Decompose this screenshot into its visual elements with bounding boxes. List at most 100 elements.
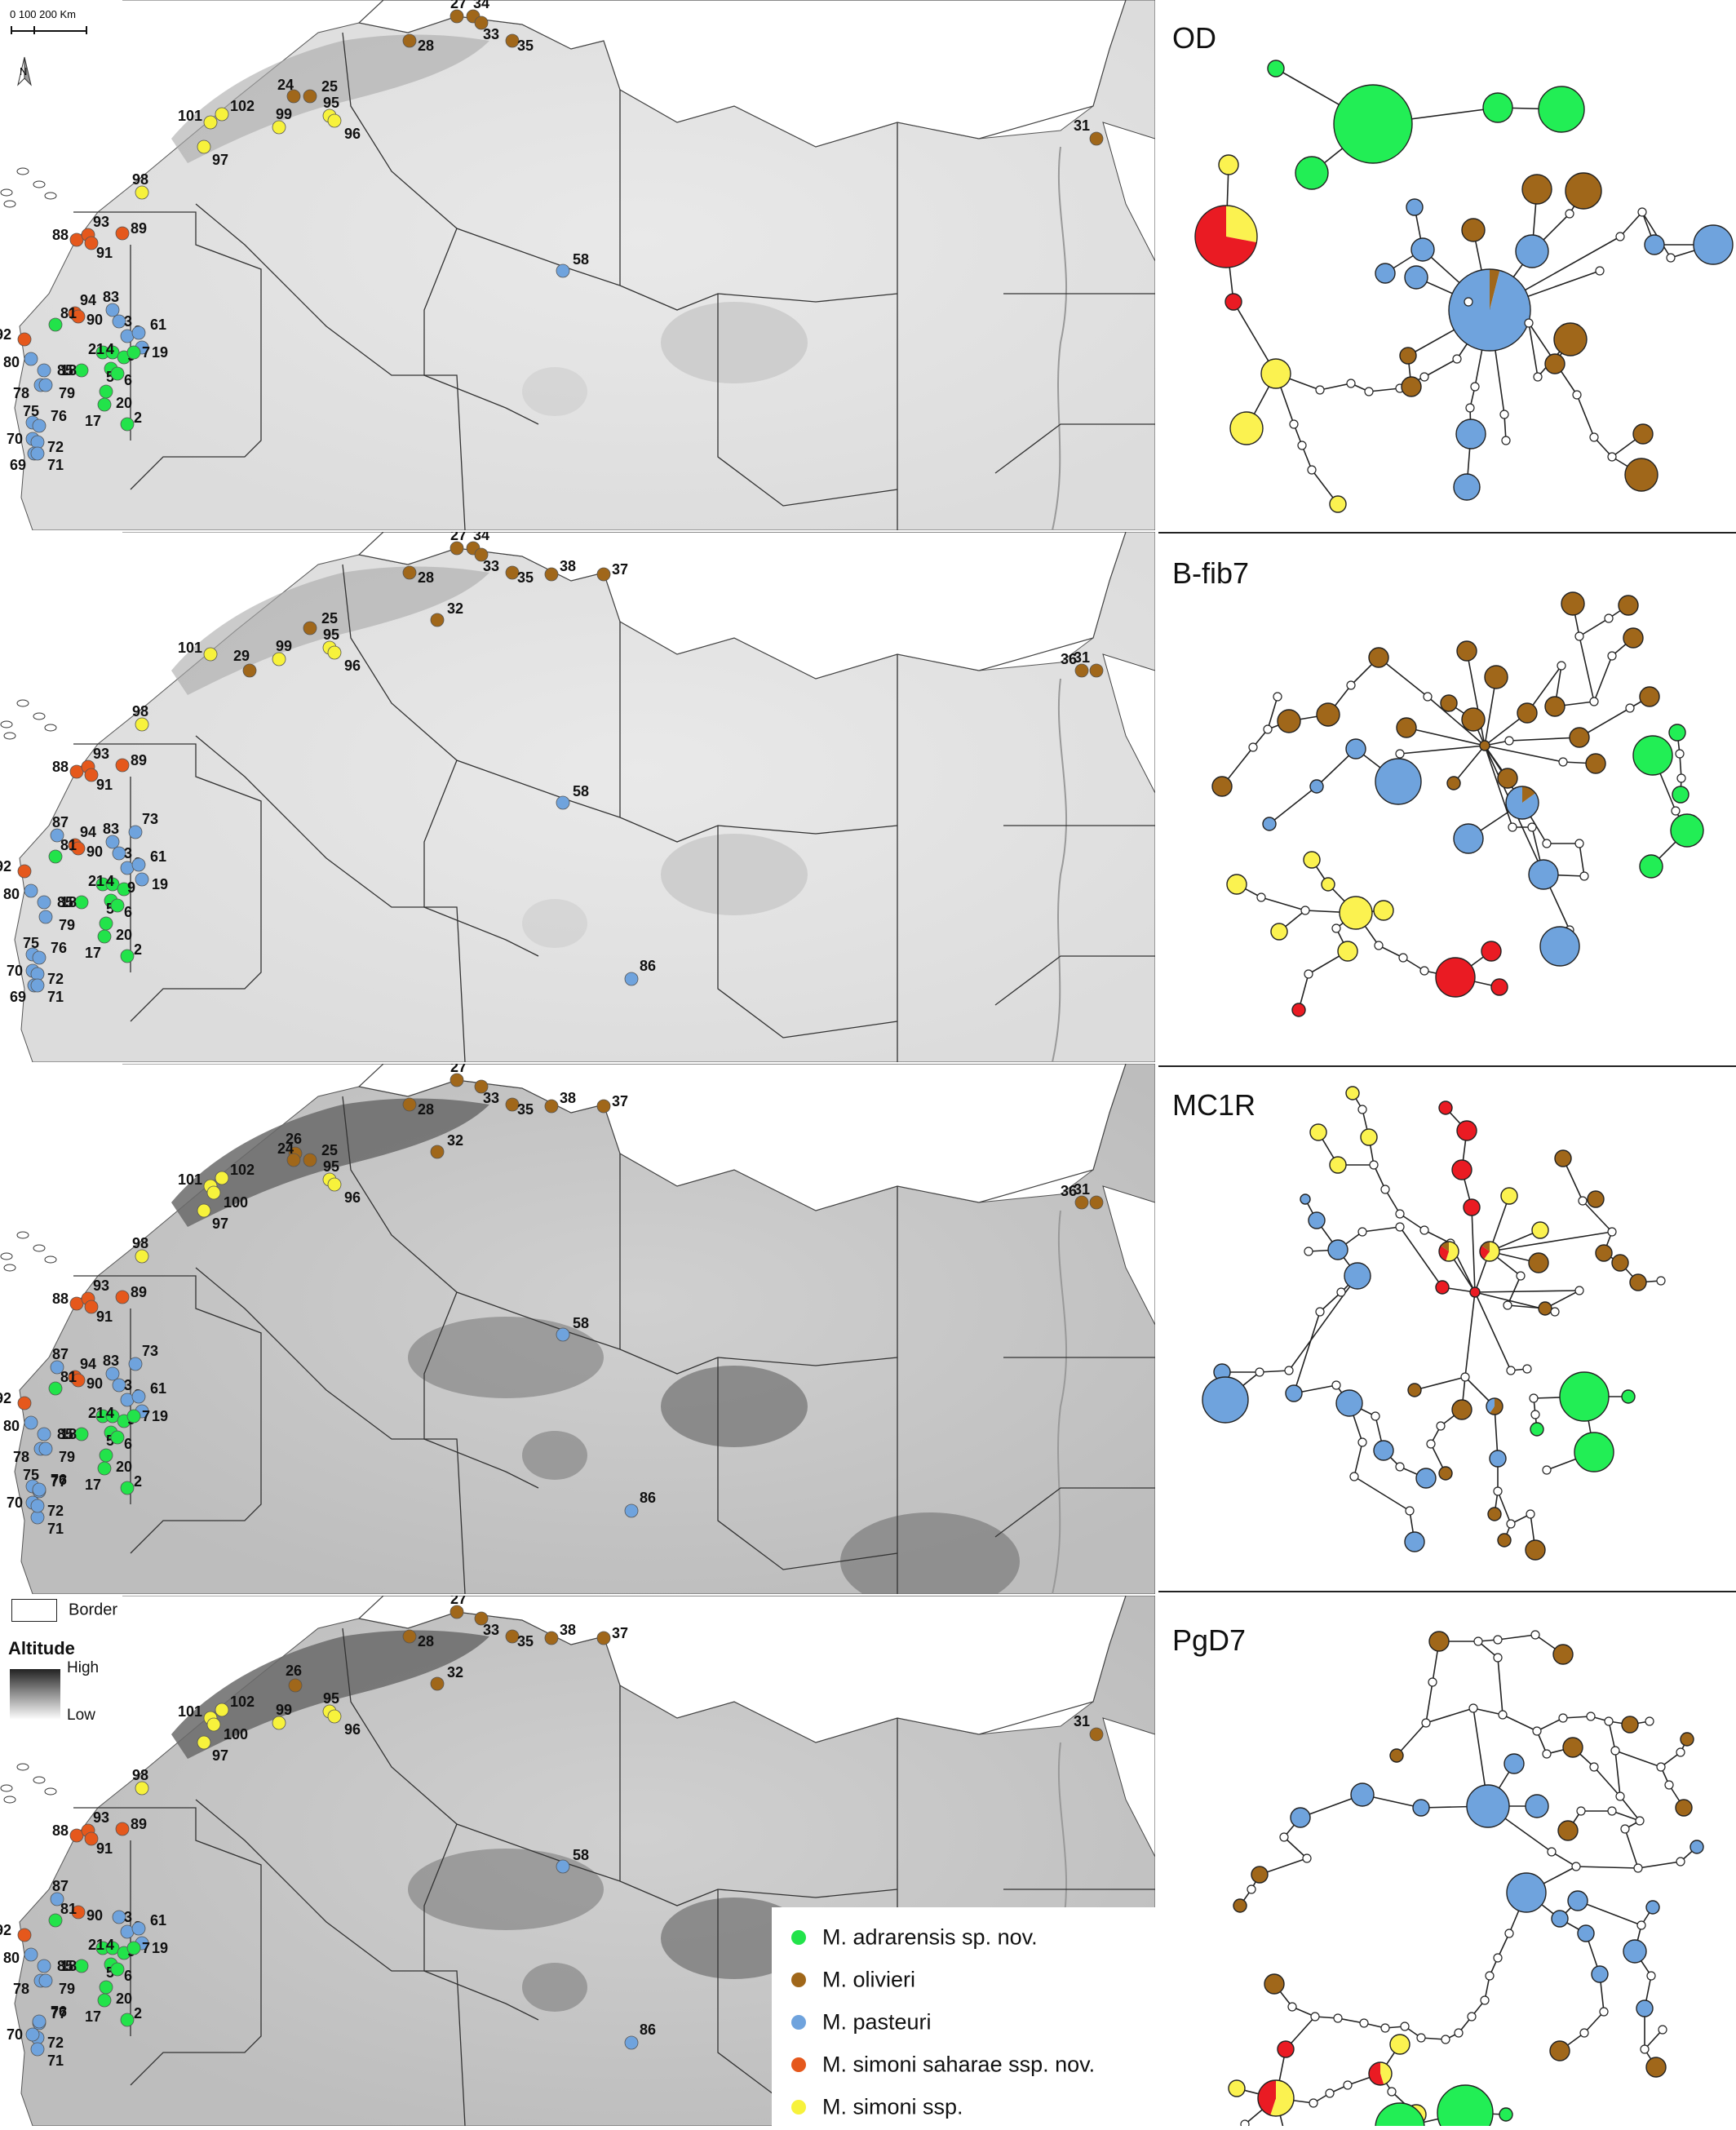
- site-label: 61: [150, 848, 166, 865]
- network-edge: [1551, 1851, 1577, 1867]
- site-label: 83: [103, 289, 119, 305]
- haplotype-node: [1632, 735, 1673, 776]
- site-label: 89: [131, 1284, 147, 1300]
- haplotype-node: [1316, 702, 1340, 727]
- site-marker-saharae: [71, 1905, 86, 1920]
- haplotype-node: [1251, 1866, 1269, 1884]
- median-vector: [1426, 1439, 1436, 1449]
- median-vector: [1473, 1636, 1483, 1646]
- median-vector: [1428, 1677, 1437, 1687]
- network-edge: [1399, 1226, 1443, 1288]
- site-marker-simoni: [206, 1185, 221, 1200]
- median-vector: [1558, 1713, 1568, 1723]
- gene-label-od: OD: [1172, 21, 1216, 55]
- map-panel-bfib7: 27 34 28 33 35 38 37 32 25 29 36 31 101 99 95 96 98 88 93 9…: [0, 527, 1156, 1063]
- site-label: 79: [59, 1981, 75, 1997]
- site-label: 98: [132, 703, 148, 720]
- median-vector: [1676, 1747, 1685, 1757]
- site-label: 95: [323, 95, 339, 111]
- site-label: 4: [106, 1937, 114, 1953]
- site-label: 17: [85, 945, 101, 961]
- median-vector: [1586, 1712, 1596, 1721]
- site-label: 33: [483, 558, 499, 574]
- site-label: 38: [560, 1090, 576, 1106]
- network-edge: [1575, 1866, 1639, 1869]
- median-vector: [1604, 613, 1614, 623]
- haplotype-node: [1277, 2040, 1295, 2058]
- altitude-low-label: Low: [67, 1707, 95, 1724]
- haplotype-node: [1538, 1301, 1552, 1316]
- median-vector: [1676, 1857, 1685, 1867]
- site-label: 88: [52, 1291, 69, 1307]
- site-label: 87: [52, 1878, 69, 1894]
- median-vector: [1656, 1276, 1666, 1286]
- site-marker-olivieri: [474, 1079, 489, 1094]
- site-label: 97: [212, 1747, 228, 1764]
- median-vector: [1599, 2007, 1609, 2017]
- site-marker-saharae: [84, 768, 99, 782]
- site-label: 38: [560, 1622, 576, 1638]
- island: [0, 188, 13, 197]
- median-vector: [1645, 1716, 1654, 1726]
- site-label: 99: [276, 638, 292, 654]
- network-edge: [1378, 657, 1428, 697]
- site-marker-pasteuri: [556, 263, 570, 278]
- site-label: 73: [142, 811, 158, 827]
- network-edge: [1269, 786, 1318, 825]
- median-vector: [1493, 1953, 1503, 1963]
- site-marker-pasteuri: [30, 2042, 45, 2057]
- haplotype-node: [1672, 786, 1690, 804]
- haplotype-node: [1291, 1003, 1306, 1017]
- site-label: 72: [47, 971, 64, 987]
- site-marker-simoni: [197, 1735, 211, 1750]
- country-border: [994, 1487, 1155, 1538]
- median-vector: [1664, 1780, 1674, 1790]
- site-label: 90: [86, 844, 103, 860]
- site-marker-simoni: [206, 1717, 221, 1732]
- site-label: 96: [344, 1189, 361, 1206]
- haplotype-node: [1463, 1198, 1481, 1216]
- site-label: 34: [473, 0, 489, 11]
- median-vector: [1369, 1160, 1379, 1170]
- haplotype-node: [1544, 353, 1566, 374]
- haplotype-node: [1482, 92, 1513, 123]
- median-vector: [1247, 1884, 1256, 1894]
- median-vector: [1625, 703, 1635, 713]
- haplotype-node-pie: [1448, 268, 1531, 352]
- site-label: 20: [116, 1991, 132, 2007]
- site-label: 21: [88, 1937, 104, 1953]
- site-marker-olivieri: [286, 89, 301, 104]
- median-vector: [1464, 297, 1473, 307]
- site-label: 95: [323, 1158, 339, 1175]
- haplotype-node: [1559, 1371, 1610, 1422]
- site-label: 33: [483, 1622, 499, 1638]
- site-marker-adrarensis: [97, 1461, 112, 1476]
- pie-slice: [1380, 2062, 1393, 2085]
- network-edge: [1259, 1370, 1290, 1373]
- site-marker-saharae: [69, 1828, 84, 1843]
- haplotype-node: [1623, 627, 1644, 649]
- network-edge: [1406, 727, 1486, 746]
- haplotype-node: [1611, 1254, 1629, 1272]
- median-vector: [1542, 1749, 1552, 1759]
- haplotype-network-bfib7: [1211, 591, 1704, 1017]
- median-vector: [1530, 1410, 1540, 1419]
- site-label: 71: [47, 2053, 64, 2069]
- site-label: 75: [23, 1467, 39, 1483]
- site-marker-pasteuri: [120, 1393, 135, 1407]
- site-marker-olivieri: [596, 1099, 611, 1114]
- site-label: 3: [124, 1909, 132, 1925]
- country-border: [73, 211, 262, 490]
- haplotype-node-pie: [1194, 205, 1258, 268]
- site-label: 86: [640, 2022, 656, 2038]
- haplotype-node: [1412, 1799, 1430, 1817]
- site-label: 81: [60, 1369, 77, 1385]
- network-edge: [1425, 1707, 1474, 1724]
- nile-river: [1052, 1210, 1068, 1595]
- country-border: [717, 1357, 898, 1570]
- median-vector: [1304, 1247, 1313, 1256]
- network-edge: [1353, 1441, 1363, 1477]
- island: [16, 1231, 29, 1239]
- site-marker-simoni: [135, 185, 149, 200]
